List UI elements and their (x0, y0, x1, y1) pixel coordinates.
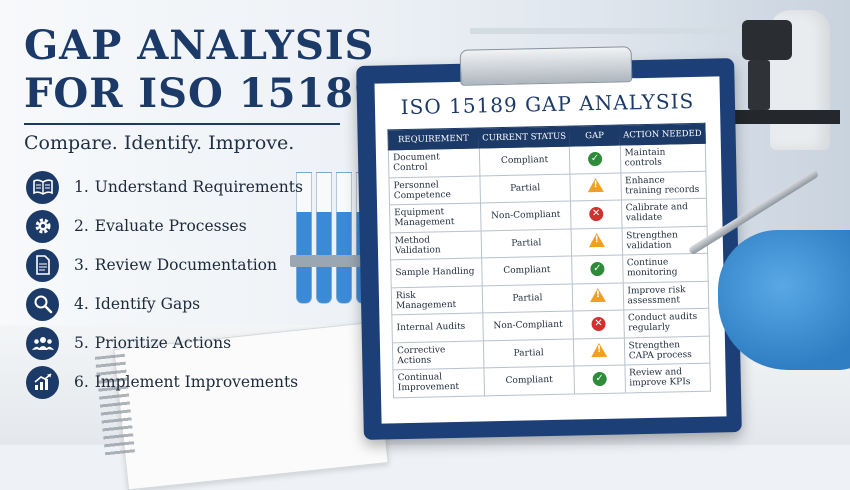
cross-icon: ✕ (591, 317, 606, 332)
requirement-cell: Personnel Competence (388, 175, 481, 205)
lab-shelf (470, 28, 800, 34)
requirement-cell: Sample Handling (390, 257, 482, 288)
title-divider (24, 123, 340, 125)
check-icon: ✓ (592, 372, 607, 387)
warning-icon: ! (589, 288, 607, 303)
gap-analysis-table: REQUIREMENT CURRENT STATUS GAP ACTION NE… (387, 123, 711, 398)
status-cell: Partial (480, 228, 573, 258)
gap-analysis-sheet: ISO 15189 GAP ANALYSIS REQUIREMENT CURRE… (374, 76, 727, 424)
table-row: Continual Improvement Compliant ✓ Review an… (392, 363, 711, 398)
status-cell: Compliant (478, 146, 571, 176)
action-cell: Calibrate and validate (620, 198, 708, 228)
action-cell: Improve risk assessment (622, 280, 709, 310)
step-item: 4. Identify Gaps (26, 287, 346, 321)
microscope-objective (748, 60, 770, 110)
status-cell: Partial (481, 283, 574, 313)
step-item: 5. Prioritize Actions (26, 326, 346, 360)
test-tube (296, 172, 312, 304)
check-icon: ✓ (587, 152, 603, 167)
title-line-2: FOR ISO 15189 (24, 70, 383, 117)
test-tube (336, 172, 352, 304)
header-requirement: REQUIREMENT (387, 127, 479, 150)
page-title: GAP ANALYSIS FOR ISO 15189 (24, 22, 383, 118)
action-cell: Conduct audits regularly (623, 308, 710, 338)
people-icon (26, 326, 59, 360)
gap-cell: ✕ (570, 200, 622, 229)
gap-cell: ✓ (572, 255, 623, 284)
step-item: 6. Implement Improvements (26, 365, 346, 399)
status-cell: Compliant (481, 256, 573, 286)
step-label: Evaluate Processes (94, 217, 247, 235)
step-number: 3. (74, 256, 89, 274)
table-body: Document Control Compliant ✓ Maintain contr… (388, 143, 711, 398)
gap-cell: ! (572, 282, 624, 312)
action-cell: Continue monitoring (622, 253, 709, 283)
warning-icon: ! (590, 343, 608, 358)
requirement-cell: Method Validation (390, 230, 482, 260)
step-number: 1. (74, 178, 89, 196)
header-action-needed: ACTION NEEDED (619, 123, 706, 146)
microscope-head (742, 20, 792, 60)
requirement-cell: Corrective Actions (392, 340, 484, 370)
status-cell: Partial (479, 173, 571, 203)
step-number: 4. (74, 295, 89, 313)
sheet-title: ISO 15189 GAP ANALYSIS (400, 88, 695, 120)
check-icon: ✓ (590, 262, 605, 277)
clipboard-clip (459, 46, 633, 86)
gap-cell: ! (573, 337, 625, 367)
action-cell: Review and improve KPIs (624, 363, 711, 393)
step-label: Understand Requirements (94, 178, 303, 196)
step-number: 2. (74, 217, 89, 235)
step-label: Review Documentation (94, 256, 277, 274)
tagline: Compare. Identify. Improve. (24, 132, 295, 154)
action-cell: Strengthen CAPA process (623, 335, 710, 365)
step-number: 6. (74, 373, 89, 391)
requirement-cell: Equipment Management (389, 202, 481, 233)
gap-cell: ✓ (574, 364, 626, 394)
status-cell: Partial (482, 338, 575, 368)
cross-icon: ✕ (589, 207, 604, 222)
status-cell: Compliant (483, 366, 575, 396)
step-item: 3. Review Documentation (26, 248, 346, 282)
header-gap: GAP (569, 125, 620, 147)
gap-cell: ! (571, 227, 623, 257)
microscope-stage (730, 110, 840, 124)
book-icon (26, 170, 59, 204)
step-label: Prioritize Actions (94, 334, 232, 352)
step-number: 5. (74, 334, 89, 352)
step-item: 2. Evaluate Processes (26, 209, 346, 243)
magnifier-icon (26, 287, 59, 321)
header-current-status: CURRENT STATUS (478, 126, 570, 148)
test-tube (316, 172, 332, 304)
warning-icon: ! (587, 178, 604, 193)
warning-icon: ! (588, 233, 605, 248)
gap-cell: ! (570, 172, 621, 202)
gloved-hand (718, 230, 850, 370)
requirement-cell: Internal Audits (391, 312, 483, 343)
step-label: Implement Improvements (94, 373, 299, 391)
requirement-cell: Risk Management (391, 285, 483, 315)
gap-cell: ✓ (569, 145, 621, 174)
status-cell: Non-Compliant (482, 311, 574, 341)
title-line-1: GAP ANALYSIS (24, 22, 375, 69)
gear-icon (26, 209, 59, 243)
step-label: Identify Gaps (94, 295, 201, 313)
action-cell: Enhance training records (620, 170, 707, 201)
tube-rack (290, 255, 370, 267)
growth-chart-icon (26, 365, 59, 399)
action-cell: Maintain controls (619, 143, 706, 173)
step-item: 1. Understand Requirements (26, 170, 346, 204)
requirement-cell: Continual Improvement (392, 367, 485, 398)
gap-cell: ✕ (573, 309, 624, 339)
document-icon (26, 248, 59, 282)
requirement-cell: Document Control (388, 147, 480, 178)
status-cell: Non-Compliant (480, 201, 572, 231)
